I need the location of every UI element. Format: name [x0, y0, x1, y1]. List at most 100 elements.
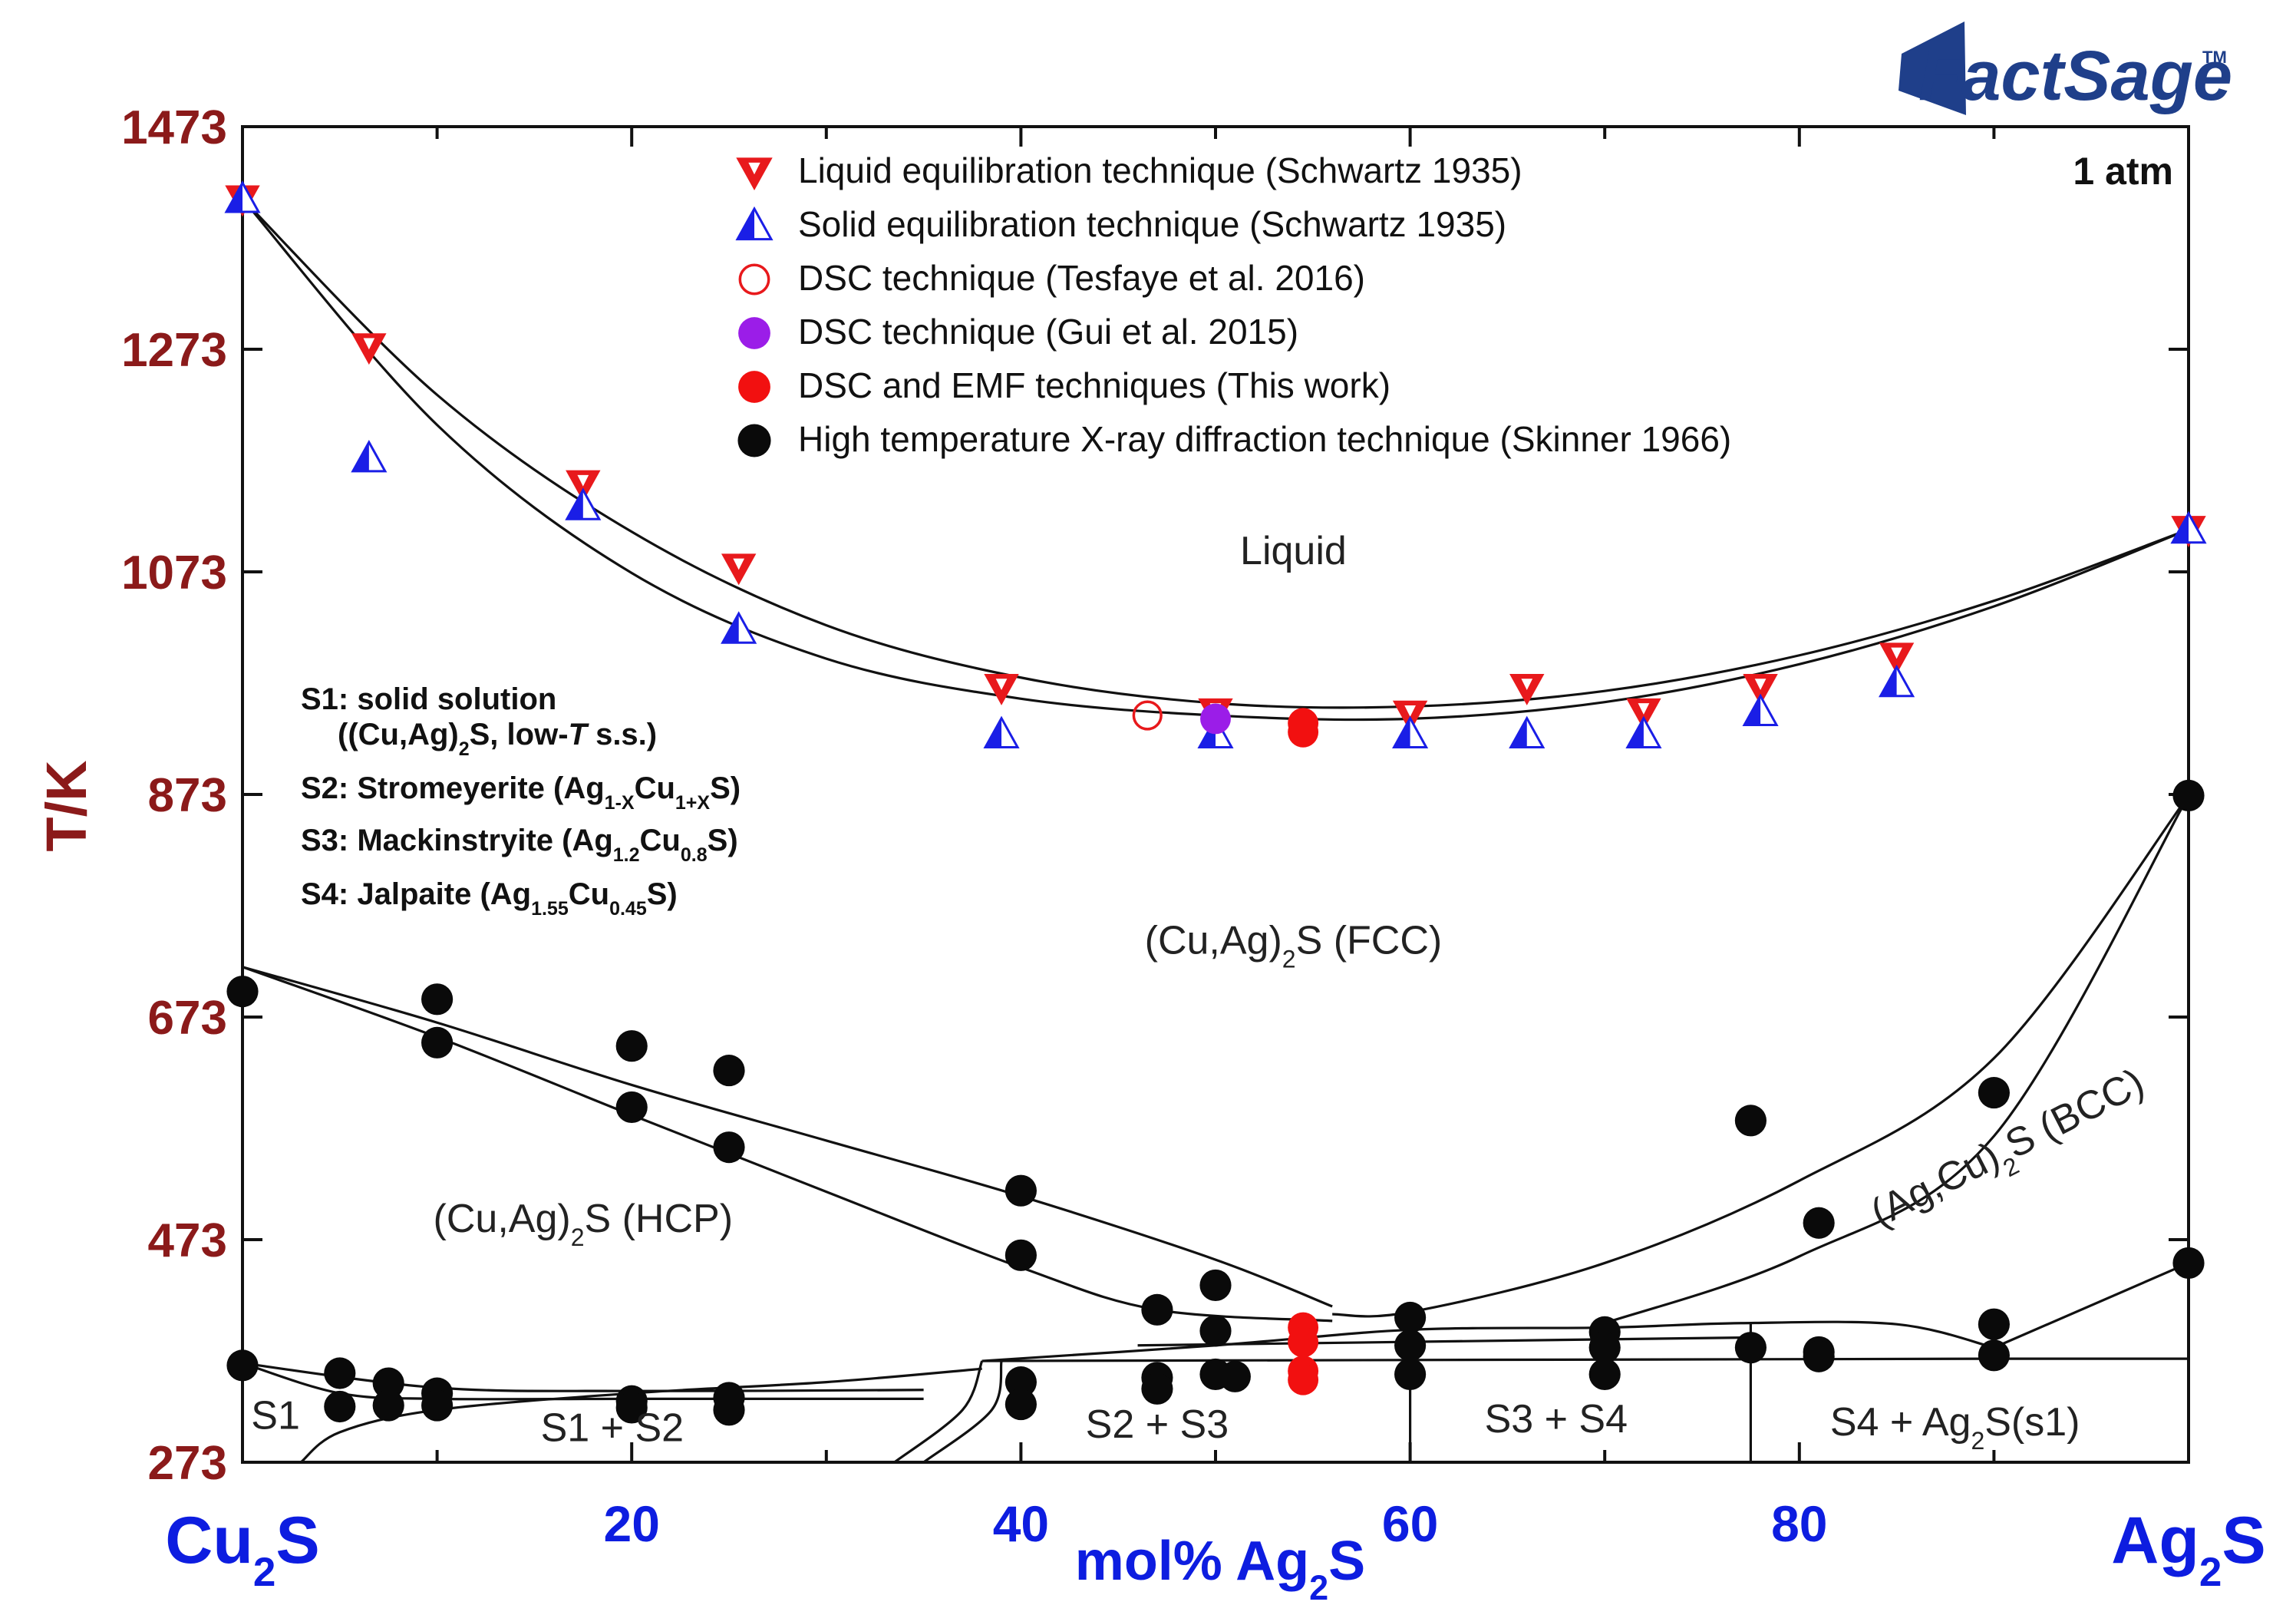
phase-boundary-line	[300, 1367, 982, 1464]
phase-region-label: S4 + Ag2S(s1)	[1830, 1400, 2080, 1455]
data-point-triangle-down-red-highlight	[1521, 679, 1533, 690]
y-axis-label: T/K	[35, 760, 98, 851]
data-point-triangle-up-blue-fill	[1880, 667, 1897, 696]
data-point-triangle-down-red-highlight	[1638, 703, 1650, 715]
x-axis-label: mol% Ag2S	[1075, 1531, 1365, 1607]
legend-item: DSC technique (Tesfaye et al. 2016)	[738, 258, 1365, 298]
data-point-circle-red	[1288, 708, 1319, 739]
phase-boundary-line	[242, 1362, 924, 1401]
data-point-circle-black	[1199, 1269, 1232, 1302]
data-point-circle-black	[615, 1030, 648, 1062]
data-point-circle-black	[226, 1349, 259, 1382]
phase-region-label: S2 + S3	[1086, 1402, 1229, 1447]
data-point-triangle-down-red-highlight	[995, 679, 1008, 690]
data-point-circle-black	[1803, 1207, 1835, 1239]
data-point-circle-black	[1734, 1105, 1767, 1137]
phase-note: S1: solid solution	[301, 682, 556, 716]
data-point-triangle-down-red-highlight	[577, 474, 589, 487]
legend-marker-circle-black	[737, 424, 771, 457]
data-point-circle-purple	[1200, 703, 1231, 735]
x-axis-left-end-label: Cu2S	[165, 1504, 320, 1595]
legend-marker-circle-red	[738, 371, 770, 403]
legend-marker-triangle-down-red-highlight	[748, 162, 760, 175]
legend-label: DSC and EMF techniques (This work)	[798, 365, 1390, 405]
data-point-circle-black	[324, 1357, 356, 1389]
legend-item: Solid equilibration technique (Schwartz …	[735, 204, 1506, 244]
data-point-circle-black	[713, 1394, 745, 1426]
logo-text: FactSage	[1918, 37, 2232, 115]
data-point-circle-black	[421, 983, 454, 1016]
legend-marker-circle-open-red	[738, 263, 770, 296]
legend-label: Liquid equilibration technique (Schwartz…	[798, 150, 1522, 190]
phase-note: S4: Jalpaite (Ag1.55Cu0.45S)	[301, 877, 678, 920]
data-point-circle-black	[1394, 1301, 1427, 1334]
data-point-circle-black	[2172, 779, 2205, 812]
y-tick-labels: 273 473 673 873 1073 1273 1473	[121, 101, 227, 1490]
x-axis-right-end-label: Ag2S	[2111, 1504, 2266, 1595]
data-point-circle-black	[372, 1367, 404, 1399]
legend-label: DSC technique (Gui et al. 2015)	[798, 312, 1298, 352]
phase-region-label: (Cu,Ag)2S (FCC)	[1145, 918, 1443, 973]
data-point-circle-black	[2172, 1247, 2205, 1280]
data-point-circle-black	[1978, 1077, 2010, 1109]
phase-note: ((Cu,Ag)2S, low-T s.s.)	[338, 718, 657, 760]
phase-boundary-line	[1137, 1336, 1741, 1347]
legend-item: High temperature X-ray diffraction techn…	[737, 419, 1731, 459]
data-point-circle-black	[1394, 1358, 1427, 1391]
phase-region-label: Liquid	[1240, 529, 1347, 573]
data-point-circle-black	[226, 976, 259, 1008]
data-point-circle-black	[615, 1392, 648, 1424]
data-point-circle-black	[1004, 1174, 1037, 1207]
data-point-triangle-down-red-highlight	[1891, 647, 1902, 659]
factsage-logo: FactSage TM	[1898, 21, 2232, 115]
series-circle-purple	[1200, 703, 1231, 735]
data-point-circle-black	[615, 1091, 648, 1124]
phase-boundary-line	[241, 198, 2189, 709]
data-point-circle-black	[421, 1389, 454, 1422]
data-point-circle-black	[421, 1026, 454, 1059]
legend-item: DSC technique (Gui et al. 2015)	[738, 312, 1298, 352]
phase-boundary-line	[242, 966, 1333, 1308]
phase-region-label: (Cu,Ag)2S (HCP)	[434, 1197, 734, 1251]
x-tick-label: 80	[1771, 1495, 1827, 1552]
x-tick-labels: 20 40 60 80	[603, 1495, 1827, 1552]
data-point-triangle-down-red-highlight	[363, 338, 375, 350]
legend-label: DSC technique (Tesfaye et al. 2016)	[798, 258, 1365, 298]
data-point-triangle-down-red-highlight	[733, 558, 745, 570]
phase-boundary-line	[893, 1360, 984, 1464]
data-point-circle-red	[1288, 1326, 1319, 1358]
data-point-circle-black	[1004, 1389, 1037, 1421]
legend-label: High temperature X-ray diffraction techn…	[798, 419, 1731, 459]
data-point-triangle-up-blue-fill	[226, 183, 242, 213]
data-point-circle-black	[1004, 1239, 1037, 1271]
data-point-triangle-up-blue-fill	[985, 718, 1002, 748]
data-point-circle-open-red	[1132, 700, 1163, 731]
y-tick-label: 673	[148, 992, 227, 1045]
phase-region-label: S3 + S4	[1485, 1397, 1628, 1442]
data-point-circle-black	[1978, 1339, 2010, 1372]
y-tick-label: 273	[148, 1437, 227, 1490]
data-point-circle-black	[1004, 1366, 1037, 1399]
data-point-circle-black	[1219, 1360, 1251, 1392]
data-point-triangle-up-blue-fill	[722, 613, 739, 643]
data-point-circle-black	[1141, 1372, 1173, 1405]
data-point-circle-black	[1141, 1293, 1173, 1326]
x-tick-label: 60	[1382, 1495, 1438, 1552]
x-tick-label: 20	[603, 1495, 659, 1552]
legend-marker-circle-purple	[738, 317, 770, 349]
data-points	[224, 180, 2207, 1426]
data-point-circle-black	[1803, 1340, 1835, 1372]
data-point-circle-black	[372, 1389, 404, 1422]
phase-boundary-line	[922, 1360, 1003, 1464]
data-point-triangle-up-blue-fill	[1627, 718, 1644, 748]
data-point-triangle-up-blue-fill	[1510, 718, 1527, 748]
legend-item: Liquid equilibration technique (Schwartz…	[736, 150, 1522, 191]
legend-label: Solid equilibration technique (Schwartz …	[798, 204, 1506, 244]
data-point-circle-black	[1588, 1358, 1621, 1391]
y-tick-label: 1073	[121, 547, 227, 599]
data-point-triangle-up-blue-fill	[566, 490, 583, 520]
series-circle-open-red	[1132, 700, 1163, 731]
data-point-circle-black	[1394, 1329, 1427, 1362]
data-point-triangle-up-blue-fill	[1744, 695, 1761, 725]
data-point-triangle-up-blue-fill	[2172, 513, 2189, 543]
